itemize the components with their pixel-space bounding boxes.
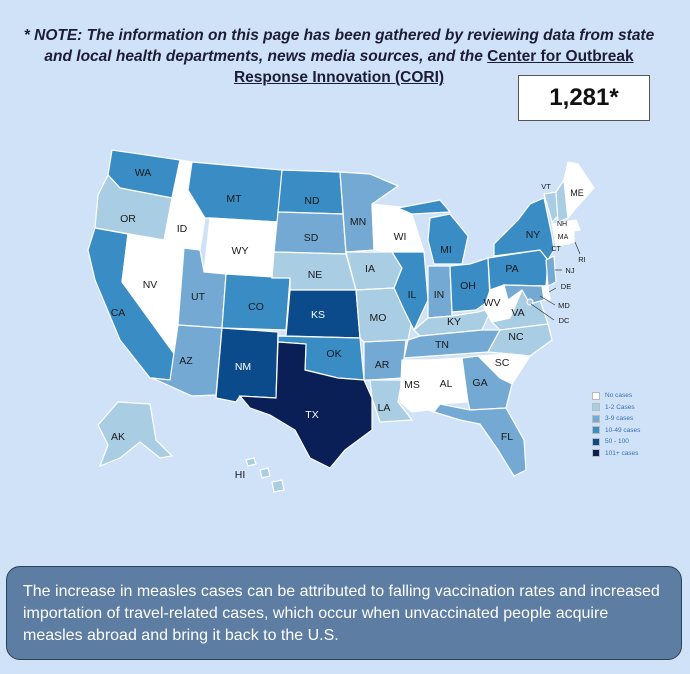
de-leader-line <box>548 287 557 293</box>
legend-swatch <box>592 449 600 458</box>
label-DE: DE <box>561 282 571 291</box>
label-MD: MD <box>558 301 570 310</box>
label-ND: ND <box>304 195 320 207</box>
label-TN: TN <box>435 339 449 351</box>
state-AR[interactable] <box>363 339 407 381</box>
label-NH: NH <box>557 221 567 228</box>
legend-item-no-cases: No cases <box>592 390 640 402</box>
info-text: The increase in measles cases can be att… <box>23 583 660 644</box>
label-WY: WY <box>232 245 249 257</box>
label-SC: SC <box>495 357 510 369</box>
label-IA: IA <box>365 263 375 275</box>
label-RI: RI <box>578 255 586 264</box>
label-VA: VA <box>511 307 524 319</box>
legend-item-101-plus: 101+ cases <box>592 448 640 460</box>
label-AR: AR <box>375 359 390 371</box>
state-DC[interactable] <box>526 298 534 306</box>
label-WI: WI <box>394 231 407 243</box>
label-OH: OH <box>460 280 476 292</box>
label-HI: HI <box>235 469 246 481</box>
label-AK: AK <box>111 431 125 443</box>
label-KY: KY <box>447 316 461 328</box>
label-NJ: NJ <box>565 266 574 275</box>
md-leader-line <box>539 295 556 306</box>
label-NE: NE <box>308 269 323 281</box>
label-MT: MT <box>226 193 242 205</box>
state-MI[interactable] <box>395 199 469 265</box>
state-RI[interactable] <box>567 231 575 245</box>
state-TX[interactable] <box>238 341 373 469</box>
legend-item-3-9: 3-9 cases <box>592 413 640 425</box>
legend-swatch <box>592 391 600 400</box>
state-GA[interactable] <box>461 355 513 411</box>
state-MA[interactable] <box>551 219 581 235</box>
label-NC: NC <box>508 331 524 343</box>
state-OR[interactable] <box>94 173 173 241</box>
label-GA: GA <box>472 377 487 389</box>
label-CT: CT <box>551 246 561 253</box>
state-ND[interactable] <box>277 169 344 215</box>
state-FL[interactable] <box>433 403 527 477</box>
state-HI[interactable] <box>245 457 285 493</box>
label-CA: CA <box>111 307 126 319</box>
us-measles-map: WA OR CA ID NV MT WY UT AZ CO NM ND SD N… <box>87 149 595 493</box>
label-WV: WV <box>484 297 501 309</box>
info-box: The increase in measles cases can be att… <box>6 566 682 660</box>
label-DC: DC <box>559 316 570 325</box>
label-OK: OK <box>326 348 341 360</box>
legend-swatch <box>592 403 600 412</box>
label-MI: MI <box>440 244 452 256</box>
state-NY[interactable] <box>493 197 555 262</box>
map-legend: No cases 1-2 Cases 3-9 cases 10-49 cases… <box>592 390 640 459</box>
legend-item-10-49: 10-49 cases <box>592 425 640 437</box>
state-MT[interactable] <box>187 161 283 223</box>
legend-swatch <box>592 414 600 423</box>
dc-leader-line <box>530 303 555 321</box>
state-NJ[interactable] <box>545 255 557 287</box>
state-ME[interactable] <box>563 161 595 220</box>
note-text: * NOTE: The information on this page has… <box>14 25 664 88</box>
label-PA: PA <box>505 263 518 275</box>
legend-item-1-2: 1-2 Cases <box>592 402 640 414</box>
legend-swatch <box>592 426 600 435</box>
state-MS[interactable] <box>399 359 429 413</box>
label-MN: MN <box>350 216 366 228</box>
label-SD: SD <box>304 232 319 244</box>
label-NM: NM <box>235 361 251 373</box>
label-IN: IN <box>434 289 445 301</box>
label-AL: AL <box>440 378 453 390</box>
label-WA: WA <box>135 167 152 179</box>
label-MO: MO <box>370 312 387 324</box>
legend-swatch <box>592 437 600 446</box>
label-AZ: AZ <box>179 355 193 367</box>
label-LA: LA <box>378 402 391 414</box>
total-cases-value: 1,281* <box>549 84 619 111</box>
ri-leader-line <box>574 241 581 255</box>
state-AK[interactable] <box>97 401 174 468</box>
legend-item-50-100: 50 - 100 <box>592 436 640 448</box>
state-IL[interactable] <box>390 251 429 332</box>
label-OR: OR <box>120 213 136 225</box>
label-NY: NY <box>526 229 541 241</box>
cori-link[interactable]: Center for Outbreak Response Innovation … <box>233 48 634 86</box>
label-IL: IL <box>408 289 417 301</box>
label-MA: MA <box>558 234 569 241</box>
label-TX: TX <box>305 409 318 421</box>
note-prefix: * NOTE: The information on this page has… <box>23 27 655 65</box>
label-ID: ID <box>177 223 188 235</box>
label-CO: CO <box>248 301 264 313</box>
total-cases-box: 1,281* <box>518 75 650 121</box>
label-VT: VT <box>541 182 551 191</box>
label-UT: UT <box>191 291 206 303</box>
label-NV: NV <box>143 279 158 291</box>
label-MS: MS <box>404 379 420 391</box>
label-FL: FL <box>501 431 513 443</box>
label-ME: ME <box>570 188 584 198</box>
label-KS: KS <box>311 309 325 321</box>
